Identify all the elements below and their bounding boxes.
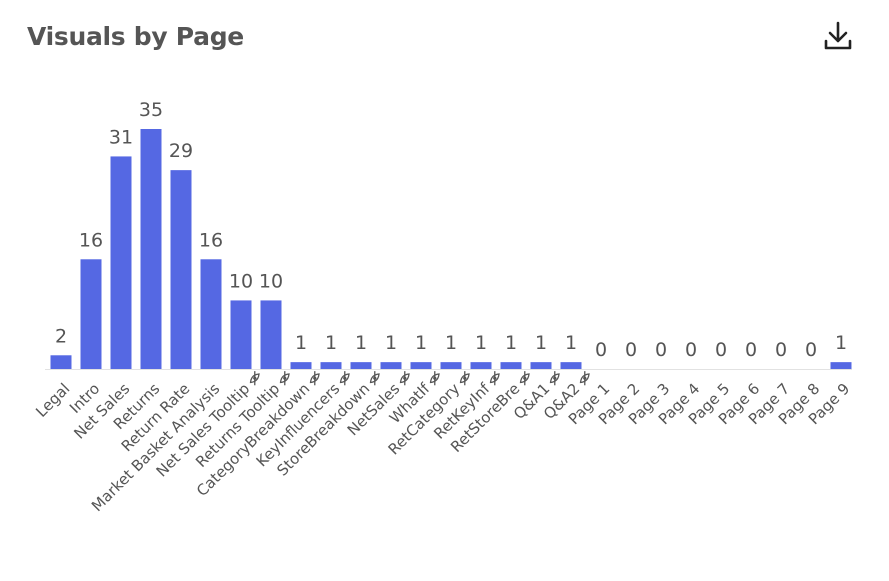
- hidden-page-icon: [339, 371, 350, 386]
- data-label-22: 0: [715, 339, 727, 361]
- data-label-17: 1: [565, 332, 577, 354]
- data-label-9: 1: [325, 332, 337, 354]
- bar-12[interactable]: [410, 362, 432, 369]
- bar-1[interactable]: [80, 259, 102, 369]
- data-label-7: 10: [259, 270, 283, 292]
- data-label-6: 10: [229, 270, 253, 292]
- bar-10[interactable]: [350, 362, 372, 369]
- bar-6[interactable]: [230, 300, 252, 369]
- hidden-page-icon: [429, 371, 440, 386]
- data-label-4: 29: [169, 140, 193, 162]
- bar-15[interactable]: [500, 362, 522, 369]
- bar-2[interactable]: [110, 156, 132, 369]
- hidden-page-icon: [279, 371, 290, 386]
- tick-label-0: Legal: [32, 380, 73, 421]
- download-icon: [824, 21, 852, 50]
- hidden-page-icon: [249, 371, 260, 386]
- data-label-15: 1: [505, 332, 517, 354]
- data-label-23: 0: [745, 339, 757, 361]
- data-label-13: 1: [445, 332, 457, 354]
- bar-5[interactable]: [200, 259, 222, 369]
- hidden-page-icon: [369, 371, 380, 386]
- bar-11[interactable]: [380, 362, 402, 369]
- data-label-12: 1: [415, 332, 427, 354]
- bar-16[interactable]: [530, 362, 552, 369]
- bars-group: [50, 129, 852, 369]
- data-label-25: 0: [805, 339, 817, 361]
- data-label-18: 0: [595, 339, 607, 361]
- bar-14[interactable]: [470, 362, 492, 369]
- bar-13[interactable]: [440, 362, 462, 369]
- data-label-2: 31: [109, 126, 133, 148]
- hidden-page-icon: [489, 371, 500, 386]
- hidden-page-icon: [309, 371, 320, 386]
- download-button[interactable]: [818, 16, 858, 56]
- bar-26[interactable]: [830, 362, 852, 369]
- data-label-21: 0: [685, 339, 697, 361]
- bar-9[interactable]: [320, 362, 342, 369]
- bar-17[interactable]: [560, 362, 582, 369]
- data-label-3: 35: [139, 99, 163, 121]
- bar-3[interactable]: [140, 129, 162, 369]
- bar-7[interactable]: [260, 300, 282, 369]
- data-label-24: 0: [775, 339, 787, 361]
- chart-title: Visuals by Page: [27, 22, 244, 51]
- data-label-5: 16: [199, 229, 223, 251]
- bar-0[interactable]: [50, 355, 72, 369]
- hidden-page-icon: [519, 371, 530, 386]
- data-label-19: 0: [625, 339, 637, 361]
- data-label-26: 1: [835, 332, 847, 354]
- data-label-11: 1: [385, 332, 397, 354]
- hidden-page-icon: [579, 371, 590, 386]
- tick-0: Legal: [32, 380, 73, 421]
- data-label-20: 0: [655, 339, 667, 361]
- hidden-page-icon: [549, 371, 560, 386]
- data-label-8: 1: [295, 332, 307, 354]
- hidden-page-icon: [459, 371, 470, 386]
- data-label-16: 1: [535, 332, 547, 354]
- data-label-1: 16: [79, 229, 103, 251]
- bar-4[interactable]: [170, 170, 192, 369]
- data-label-14: 1: [475, 332, 487, 354]
- data-label-0: 2: [55, 325, 67, 347]
- data-label-10: 1: [355, 332, 367, 354]
- hidden-page-icon: [399, 371, 410, 386]
- bar-8[interactable]: [290, 362, 312, 369]
